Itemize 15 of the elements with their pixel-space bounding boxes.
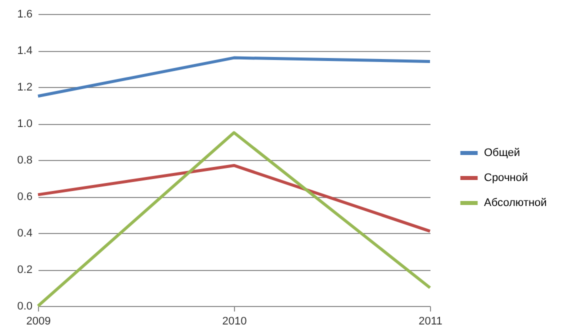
y-tick-label: 0.2 — [17, 264, 32, 276]
legend-label: Общей — [484, 147, 520, 159]
legend-label: Абсолютной — [484, 197, 547, 209]
y-tick-label: 0.6 — [17, 191, 32, 203]
y-tick-label: 0.4 — [17, 228, 32, 240]
y-tick-label: 1.4 — [17, 45, 32, 57]
x-tick-label: 2011 — [418, 316, 442, 328]
legend-label: Срочной — [484, 172, 528, 184]
y-tick-label: 0.8 — [17, 154, 32, 166]
y-tick-label: 1.6 — [17, 8, 32, 20]
y-tick-label: 1.2 — [17, 82, 32, 94]
y-tick-label: 1.0 — [17, 118, 32, 130]
x-tick-label: 2009 — [26, 316, 51, 328]
y-tick-label: 0.0 — [17, 300, 32, 312]
x-tick-label: 2010 — [222, 316, 247, 328]
